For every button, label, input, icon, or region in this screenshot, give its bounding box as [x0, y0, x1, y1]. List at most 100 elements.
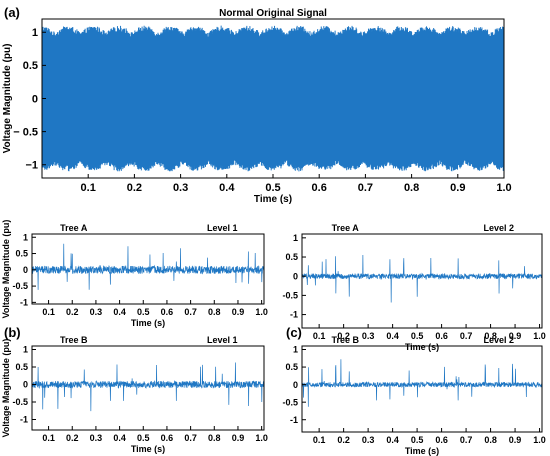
tree_a_level2-axes-frame — [301, 233, 543, 329]
tree_a_level1-ytick-label: -1 — [20, 298, 28, 308]
tree_b_level1-xtick-label: 0.5 — [137, 433, 150, 443]
main-xtick-label: 0.4 — [219, 182, 235, 194]
tree_b_level2-ytick-label: 0 — [293, 380, 298, 390]
tree_a_level1-ytick-label: 1 — [23, 232, 28, 242]
tree_b_level1-y-axis-label: Voltage Magnitude (pu) — [1, 339, 11, 438]
tree_b_level2-xtick-label: 0.1 — [313, 435, 326, 445]
tree_b_level1-xtick-label: 0.7 — [184, 433, 197, 443]
main-xtick-label: 0.9 — [450, 182, 465, 194]
tree_b_level2-title-left: Tree B — [331, 335, 359, 345]
main-ytick-label: 1 — [32, 27, 38, 39]
tree_b_level2-signal-line — [301, 359, 543, 407]
tree_b_level1-title-left: Tree B — [60, 335, 88, 345]
tree_a_level1-title-left: Tree A — [60, 223, 88, 233]
tree_a_level2-xtick-label: 0.7 — [460, 331, 473, 341]
tree_a_level1-y-axis-label: Voltage Magnitude (pu) — [1, 220, 11, 319]
main-xtick-label: 0.5 — [265, 182, 280, 194]
main-ytick-label: − 0.5 — [13, 126, 38, 138]
tree_b_level1-ytick-label: 1 — [23, 345, 28, 355]
main-xtick-label: 0.2 — [127, 182, 142, 194]
tree_a_level1-axes-frame — [31, 233, 265, 305]
tree_a_level2-signal-line — [301, 255, 543, 303]
tree_a_level2-xtick-label: 0.3 — [362, 331, 375, 341]
tree_b_level1-title-right: Level 1 — [207, 335, 238, 345]
tree_b_level1-xtick-label: 0.8 — [208, 433, 221, 443]
tree_a_level2-xtick-label: 0.2 — [337, 331, 350, 341]
main-xtick-label: 0.6 — [312, 182, 327, 194]
tree_a_level1-xtick-label: 0.7 — [184, 307, 197, 317]
main-xtick-label: 0.8 — [404, 182, 419, 194]
tree_a_level1-xtick-label: 0.9 — [232, 307, 245, 317]
tree_b_level1-ytick-label: -1 — [20, 415, 28, 425]
tree_b_level1-xtick-label: 0.9 — [232, 433, 245, 443]
tree_a_level1-xtick-label: 0.3 — [90, 307, 103, 317]
tree_a_level1-xtick-label: 0.5 — [137, 307, 150, 317]
main-xtick-label: 0.3 — [173, 182, 188, 194]
tree_b_level2-xtick-label: 0.6 — [435, 435, 448, 445]
tree_b_level2-title-right: Level 2 — [484, 335, 515, 345]
tree_a_level1-xtick-label: 0.6 — [161, 307, 174, 317]
tree_a_level2-title-right: Level 2 — [484, 223, 515, 233]
tree_b_level1-xtick-label: 1.0 — [255, 433, 268, 443]
tree_a_level1-xtick-label: 0.1 — [42, 307, 55, 317]
tree_a_level1-xtick-label: 0.4 — [113, 307, 126, 317]
tree_b_level1-ytick-label: -0.5 — [12, 397, 28, 407]
tree_a_level2-ytick-label: 0 — [293, 271, 298, 281]
tree_a_level1-x-axis-label: Time (s) — [131, 318, 165, 328]
tree_a_level1-xtick-label: 0.8 — [208, 307, 221, 317]
tree_a_level2-ytick-label: 0.5 — [285, 252, 298, 262]
tree_b_level2-xtick-label: 1.0 — [533, 435, 546, 445]
tree_b_level1-ytick-label: 0 — [23, 380, 28, 390]
tree_a_level2-ytick-label: -1 — [290, 310, 298, 320]
tree_b_level1-ytick-label: 0.5 — [15, 362, 28, 372]
tree_a_level2-title-left: Tree A — [332, 223, 360, 233]
main-title: Normal Original Signal — [219, 8, 327, 19]
tree_b_level2-xtick-label: 0.8 — [484, 435, 497, 445]
tree_a_level1-xtick-label: 0.2 — [66, 307, 79, 317]
tree_b_level1-signal-line — [31, 362, 265, 412]
tree_b_level2-ytick-label: 0.5 — [285, 362, 298, 372]
tree_b_level2-panel-label: (c) — [286, 325, 302, 340]
tree_a_level2-xtick-label: 0.6 — [435, 331, 448, 341]
tree_b_level2-xtick-label: 0.5 — [411, 435, 424, 445]
main-xtick-label: 0.7 — [358, 182, 373, 194]
tree_a_level2-xtick-label: 1.0 — [533, 331, 546, 341]
tree_a_level2-xtick-label: 0.9 — [509, 331, 522, 341]
tree_b_level1-panel-label: (b) — [4, 325, 21, 340]
main-x-axis-label: Time (s) — [254, 194, 292, 205]
tree_a_level2-xtick-label: 0.8 — [484, 331, 497, 341]
tree_b_level2-xtick-label: 0.2 — [337, 435, 350, 445]
tree_a_level1-xtick-label: 1.0 — [255, 307, 268, 317]
tree_b_level1-axes-frame — [31, 345, 265, 431]
tree_a_level2-ytick-label: -0.5 — [282, 291, 298, 301]
tree_b_level1-x-axis-label: Time (s) — [131, 444, 165, 454]
tree_b_level1-xtick-label: 0.2 — [66, 433, 79, 443]
tree_a_level2-x-axis-label: Time (s) — [405, 342, 439, 352]
main-y-axis-label: Voltage Magnitude (pu) — [2, 44, 13, 154]
tree_a_level2-xtick-label: 0.4 — [386, 331, 399, 341]
main-ytick-label: 0.5 — [23, 60, 38, 72]
tree_b_level2-xtick-label: 0.4 — [386, 435, 399, 445]
tree_a_level1-ytick-label: -0.5 — [12, 281, 28, 291]
tree_a_level2-ytick-label: 1 — [293, 233, 298, 243]
tree_b_level2-ytick-label: -1 — [290, 415, 298, 425]
main-signal-line — [41, 25, 505, 172]
main-panel-label: (a) — [4, 5, 20, 20]
tree_a_level1-ytick-label: 0.5 — [15, 249, 28, 259]
main-ytick-label: −1 — [25, 160, 38, 172]
tree_a_level1-signal-line — [31, 243, 265, 296]
tree_b_level2-xtick-label: 0.3 — [362, 435, 375, 445]
tree_a_level1-title-right: Level 1 — [207, 223, 238, 233]
tree_b_level2-xtick-label: 0.7 — [460, 435, 473, 445]
tree_b_level1-xtick-label: 0.1 — [42, 433, 55, 443]
tree_b_level2-ytick-label: 1 — [293, 345, 298, 355]
tree_a_level2-xtick-label: 0.1 — [313, 331, 326, 341]
main-ytick-label: 0 — [32, 93, 38, 105]
tree_b_level2-x-axis-label: Time (s) — [405, 446, 439, 456]
tree_b_level1-xtick-label: 0.3 — [90, 433, 103, 443]
tree_a_level1-ytick-label: 0 — [23, 265, 28, 275]
tree_b_level2-axes-frame — [301, 345, 543, 433]
tree_b_level2-ytick-label: -0.5 — [282, 397, 298, 407]
tree_b_level1-xtick-label: 0.4 — [113, 433, 126, 443]
tree_a_level2-xtick-label: 0.5 — [411, 331, 424, 341]
